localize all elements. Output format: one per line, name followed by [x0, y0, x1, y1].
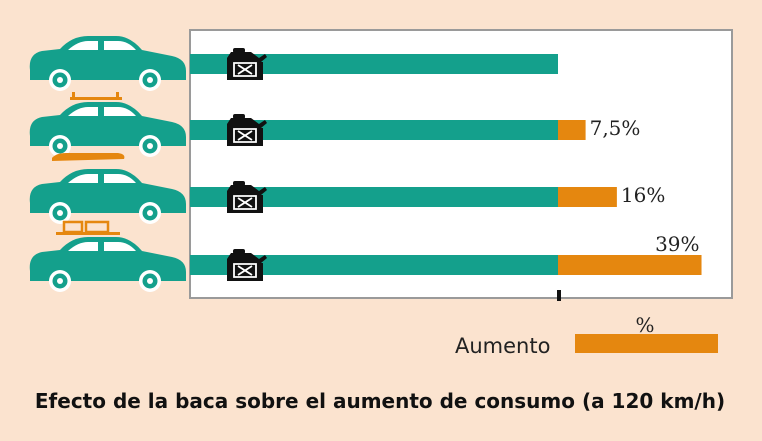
- data-label-3: 39%: [655, 232, 699, 256]
- bar-base-1: [190, 120, 558, 140]
- legend-label: Aumento: [455, 334, 550, 358]
- car-roof-box-icon: [29, 153, 186, 224]
- legend: % Aumento: [455, 313, 718, 358]
- jerrycan-icon: [227, 114, 267, 146]
- jerrycan-icon: [227, 181, 267, 213]
- data-label-2: 16%: [621, 183, 665, 207]
- car-icon: [29, 36, 186, 91]
- data-label-1: 7,5%: [590, 116, 641, 140]
- car-roof-load-icon: [29, 220, 186, 292]
- bar-base-0: [190, 54, 558, 74]
- bar-base-3: [190, 255, 558, 275]
- plot-area: [189, 29, 733, 299]
- chart-title: Efecto de la baca sobre el aumento de co…: [35, 389, 725, 413]
- base-tick: [557, 290, 561, 301]
- bar-increase-1: [558, 120, 586, 140]
- bar-base-2: [190, 187, 558, 207]
- jerrycan-icon: [227, 48, 267, 80]
- bar-increase-2: [558, 187, 617, 207]
- legend-swatch: [575, 334, 718, 353]
- bar-increase-3: [558, 255, 702, 275]
- car-roof-rack-icon: [29, 92, 186, 157]
- data-labels: 7,5% 16% 39%: [590, 116, 700, 256]
- legend-unit: %: [635, 313, 654, 337]
- car-icons: [29, 36, 186, 292]
- jerrycan-icon: [227, 249, 267, 281]
- bars: [190, 48, 702, 281]
